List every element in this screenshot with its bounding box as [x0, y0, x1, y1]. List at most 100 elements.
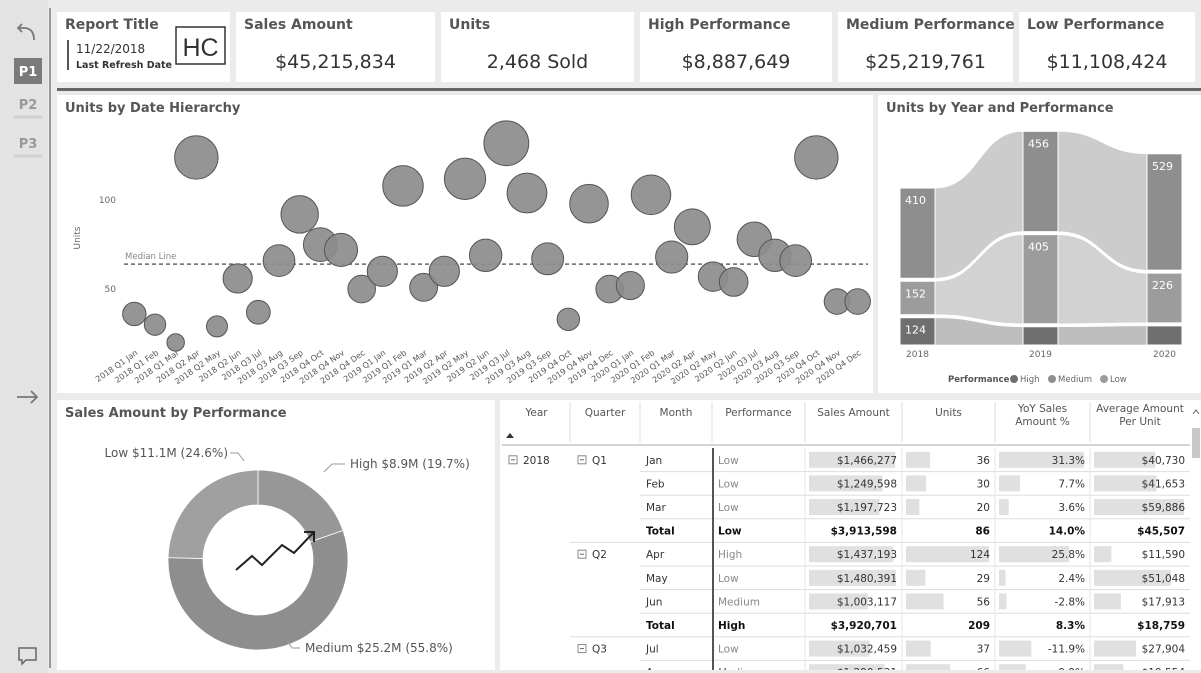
column-header: Month	[660, 407, 693, 419]
cell: Q1	[592, 455, 607, 467]
sankey-node	[899, 187, 936, 279]
cell: 30	[977, 478, 990, 490]
sankey-node	[1146, 272, 1183, 324]
cell: Jan	[645, 455, 662, 467]
kpi-value: $25,219,761	[865, 51, 986, 73]
sankey-node	[899, 280, 936, 316]
data-bar	[999, 475, 1020, 492]
data-bar	[999, 664, 1026, 670]
kpi-value: $11,108,424	[1047, 51, 1168, 73]
y-tick-label: 100	[99, 196, 116, 206]
bubble	[673, 208, 711, 246]
active-page	[14, 58, 42, 84]
data-bar	[999, 451, 1084, 468]
sankey-node	[1146, 325, 1183, 346]
kpi-title: Units	[449, 17, 490, 33]
flow	[1057, 325, 1148, 346]
legend-label: Low	[1110, 375, 1127, 385]
cell: $1,197,723	[837, 502, 897, 514]
cell: $1,032,459	[837, 644, 897, 656]
legend-swatch	[1010, 375, 1018, 383]
kpi-title: Low Performance	[1027, 17, 1164, 33]
cell: 25.8%	[1052, 549, 1085, 561]
expand-toggle[interactable]	[577, 549, 587, 559]
cell: Total	[646, 620, 675, 632]
legend-swatch	[1100, 375, 1108, 383]
data-bar	[1094, 451, 1156, 468]
cell: 56	[977, 596, 991, 608]
data-bar	[906, 664, 951, 670]
bubble	[794, 135, 839, 180]
back-button[interactable]	[16, 23, 35, 41]
x-tick-label: 2020	[1153, 350, 1176, 360]
kpi-card	[838, 12, 1013, 82]
column-header: Performance	[725, 407, 792, 419]
cell: 3.6%	[1058, 502, 1085, 514]
data-label: 405	[1028, 241, 1049, 254]
legend-title: Performance	[948, 375, 1010, 385]
expand-toggle[interactable]	[508, 455, 518, 465]
cell: Low	[718, 478, 739, 490]
cell: Q2	[592, 549, 607, 561]
data-bar	[809, 499, 880, 515]
column-header: Per Unit	[1119, 416, 1160, 428]
refresh-label: Last Refresh Date	[76, 60, 172, 71]
cell: Aug	[646, 667, 667, 673]
kpi-value: 2,468 Sold	[487, 51, 588, 73]
trend-icon	[235, 531, 315, 571]
data-label: High $8.9M (19.7%)	[350, 457, 470, 471]
cell: Q3	[592, 644, 607, 656]
data-bar	[999, 640, 1032, 657]
expand-toggle[interactable]	[577, 455, 587, 465]
kpi-card	[640, 12, 832, 82]
bubble	[409, 272, 439, 302]
cell: $1,466,277	[837, 455, 897, 467]
cell: 86	[975, 526, 990, 538]
column-header: Year	[524, 407, 548, 419]
data-bar	[809, 569, 896, 586]
cell: Feb	[646, 478, 665, 490]
expand-toggle[interactable]	[577, 644, 587, 654]
bubble	[323, 232, 359, 267]
data-bar	[809, 664, 885, 670]
bubble	[569, 183, 609, 224]
cell: $59,886	[1142, 502, 1186, 514]
donut-slice	[167, 469, 259, 559]
cell: High	[718, 549, 742, 561]
page-tab[interactable]: P2	[19, 98, 38, 113]
forward-button[interactable]	[17, 390, 39, 404]
data-bar	[999, 593, 1007, 610]
cell: Low	[718, 526, 742, 538]
cell: $3,913,598	[831, 526, 897, 538]
kpi-value: $8,887,649	[682, 51, 791, 73]
page-tab[interactable]: P3	[19, 137, 38, 152]
x-tick-label: 2019	[1029, 350, 1052, 360]
bubble	[166, 333, 185, 352]
cell: 2.4%	[1058, 573, 1085, 585]
comment-button[interactable]	[18, 647, 37, 666]
cell: 66	[977, 667, 991, 673]
scrollbar[interactable]	[1192, 428, 1200, 458]
sort-indicator[interactable]	[506, 433, 514, 438]
table-body: 2018 Q1 Jan Low $1,466,277 36 31.3% $40,730 Feb L…	[508, 448, 1190, 673]
data-bar	[1094, 475, 1157, 492]
legend-label: Medium	[1058, 375, 1092, 385]
sankey-node	[1022, 130, 1059, 233]
data-bar	[1094, 640, 1136, 657]
data-bar	[809, 475, 883, 492]
bubble	[143, 313, 167, 336]
cell: $41,653	[1142, 478, 1185, 490]
bubble	[506, 172, 548, 214]
panel-title: Units by Date Hierarchy	[65, 101, 241, 116]
bubble	[122, 301, 147, 327]
cell: $11,590	[1142, 549, 1185, 561]
cell: $27,904	[1142, 644, 1186, 656]
cell: Total	[646, 526, 675, 538]
data-bar	[1094, 593, 1121, 610]
data-bar	[1094, 499, 1184, 515]
column-header: Sales Amount	[817, 407, 890, 419]
cell: $1,290,531	[837, 667, 897, 673]
scroll-up[interactable]	[1192, 409, 1200, 415]
page-tab[interactable]: P1	[19, 65, 38, 80]
